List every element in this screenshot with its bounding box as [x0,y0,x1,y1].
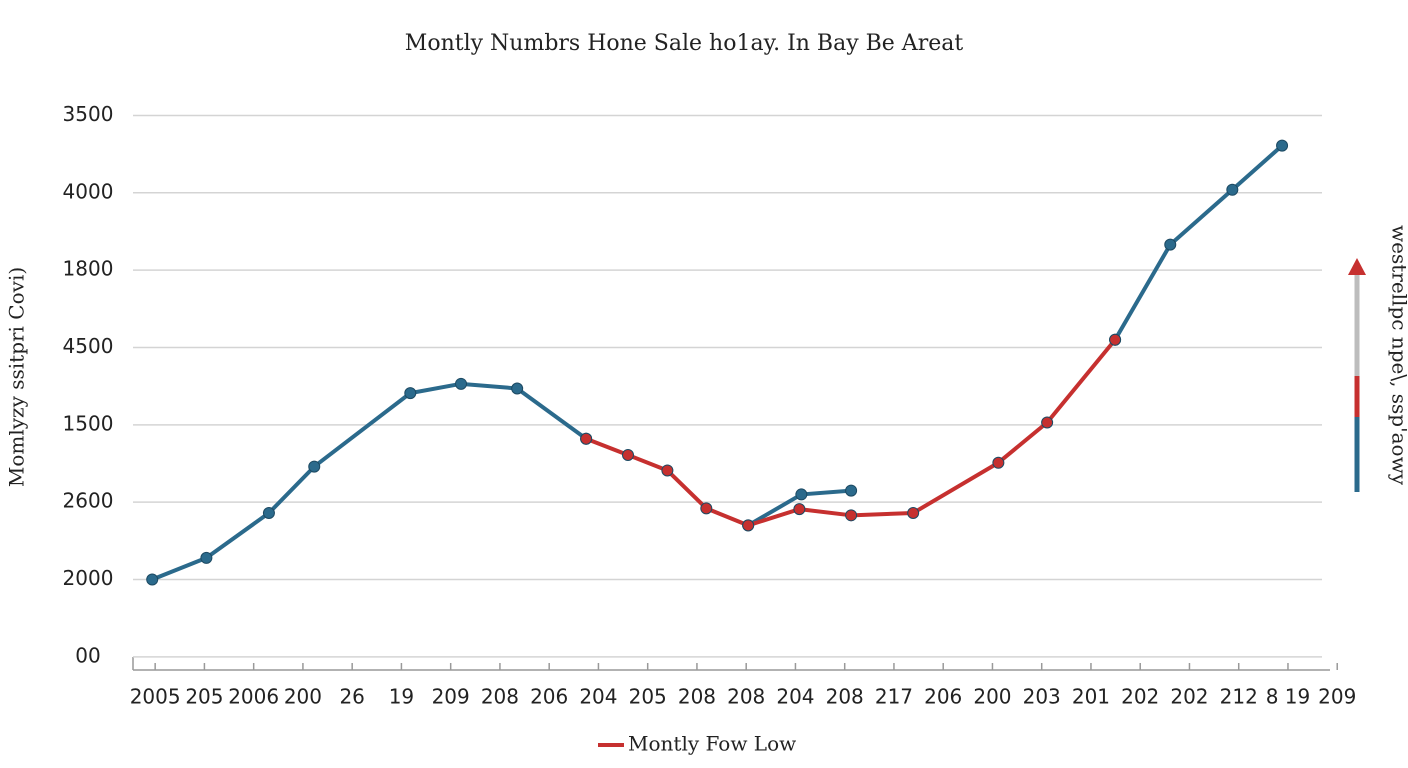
x-tick-label: 200 [284,685,322,709]
x-tick-label: 209 [432,685,470,709]
data-point [621,448,634,461]
data-point [262,506,275,519]
data-point [455,377,468,390]
x-tick-label: 202 [1170,685,1208,709]
data-point [845,509,858,522]
x-tick-label: 206 [924,685,962,709]
data-point [1276,139,1289,152]
y-tick-label: 3500 [63,102,114,126]
data-point [511,382,524,395]
x-tick-label: 208 [678,685,716,709]
data-point [308,460,321,473]
y-tick-label: 2600 [63,489,114,513]
y-tick-label: 1500 [63,411,114,435]
data-point [404,387,417,400]
x-tick-label: 209 [1318,685,1356,709]
x-tick-label: 217 [875,685,913,709]
data-point [580,432,593,445]
x-tick-label: 208 [727,685,765,709]
y-tick-label: 4500 [63,334,114,358]
y-tick-label: 00 [75,643,100,667]
x-tick-label: 2006 [228,685,279,709]
y-tick-label: 4000 [63,179,114,203]
x-tick-label: 200 [973,685,1011,709]
y-tick-label: 1800 [63,257,114,281]
data-point [661,464,674,477]
data-point [793,503,806,516]
data-point [742,519,755,532]
x-tick-label: 8 19 [1266,685,1311,709]
x-tick-label: 205 [629,685,667,709]
legend-label: Montly Fow Low [628,732,796,756]
x-tick-label: 26 [339,685,364,709]
chart-title: Montly Numbrs Hone Sale ho1ay. In Bay Be… [405,31,964,56]
data-point [146,573,159,586]
side-arrow [1348,258,1366,492]
x-tick-label: 202 [1121,685,1159,709]
x-tick-label: 212 [1220,685,1258,709]
data-point [1041,416,1054,429]
y-axis-label: Momlyzy ssitpri Covi) [5,267,29,487]
data-point [700,502,713,515]
x-tick-label: 204 [776,685,814,709]
y-tick-label: 2000 [63,566,114,590]
data-point [1109,333,1122,346]
x-tick-label: 205 [185,685,223,709]
x-tick-label: 201 [1072,685,1110,709]
x-tick-label: 206 [530,685,568,709]
data-point [795,488,808,501]
x-tick-label: 2005 [130,685,181,709]
x-tick-label: 208 [481,685,519,709]
series-line [584,337,1118,528]
x-tick-label: 203 [1023,685,1061,709]
data-point [845,484,858,497]
x-tick-label: 204 [579,685,617,709]
data-point [1164,238,1177,251]
data-point [992,456,1005,469]
x-tick-label: 19 [389,685,414,709]
x-tick-label: 208 [826,685,864,709]
data-point [200,551,213,564]
data-point [1226,183,1239,196]
side-label: westrellpc npe\, ssp'aowy [1388,225,1408,486]
data-point [907,506,920,519]
